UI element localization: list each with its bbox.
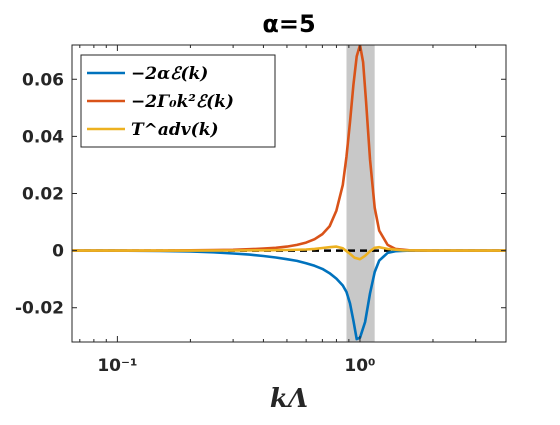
chart-title: α=5 <box>262 10 315 38</box>
plot-area: 0.06 0.04 0.02 0 -0.02 10⁻¹ 10⁰ <box>15 44 507 376</box>
legend-label-1: −2αℰ(k) <box>131 64 208 84</box>
y-tick-label: 0.06 <box>22 70 64 90</box>
y-tick-label: 0.02 <box>22 185 64 205</box>
legend-label-3: T^adv(k) <box>131 120 219 140</box>
legend: −2αℰ(k) −2Γ₀k²ℰ(k) T^adv(k) <box>80 54 276 148</box>
x-tick-label: 10⁰ <box>344 356 375 376</box>
legend-label-2: −2Γ₀k²ℰ(k) <box>131 92 234 112</box>
series-line-3 <box>72 245 506 261</box>
y-tick-label: 0.04 <box>22 127 64 147</box>
series-line-1 <box>72 249 506 341</box>
y-tick-label: -0.02 <box>15 299 64 319</box>
y-tick-label: 0 <box>52 242 64 262</box>
x-axis-label: kΛ <box>270 384 308 414</box>
x-tick-label: 10⁻¹ <box>97 356 137 376</box>
